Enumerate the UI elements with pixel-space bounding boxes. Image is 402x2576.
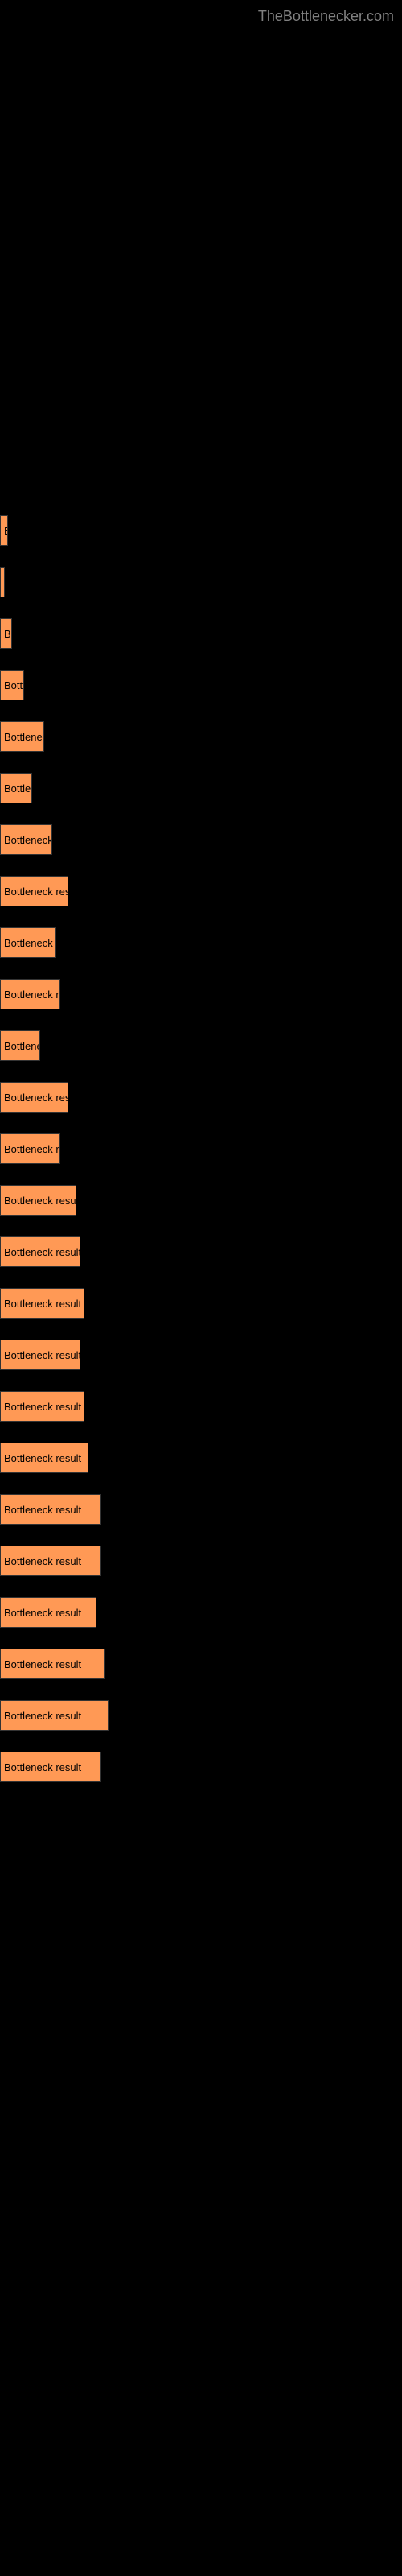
bar <box>0 567 5 597</box>
bar-label: Bottleneck resu <box>4 1092 68 1104</box>
bar-row: Bottleneck <box>0 721 402 752</box>
bar-row: Bottleneck result <box>0 1546 402 1576</box>
bar-row: Bottleneck result <box>0 1391 402 1422</box>
bar-label: Bottleneck result <box>4 1195 76 1207</box>
bar-label: Bottleneck result <box>4 1298 81 1310</box>
bar: Bottleneck result <box>0 1443 88 1473</box>
bar-label: Bottleneck result <box>4 1710 81 1722</box>
bar: Bottleneck r <box>0 927 56 958</box>
bar: B <box>0 618 12 649</box>
bar-row: Bottlen <box>0 773 402 803</box>
bar: Bottleneck result <box>0 1494 100 1525</box>
bar-row: Bottleneck result <box>0 1185 402 1216</box>
bar: Bottlen <box>0 773 32 803</box>
bar-row: Bottleneck result <box>0 1340 402 1370</box>
bar-row: Bottleneck resu <box>0 876 402 906</box>
bar-label: Bottlen <box>4 782 32 795</box>
bar-row: B <box>0 618 402 649</box>
bar-row: Bottleneck r <box>0 824 402 855</box>
bar: Bottleneck result <box>0 1236 80 1267</box>
bar: Bottleneck result <box>0 1546 100 1576</box>
bar: Bottleneck resu <box>0 1082 68 1113</box>
bar-label: Bottleneck re <box>4 1143 60 1155</box>
bar: Bottleneck result <box>0 1700 109 1731</box>
bar-label: Bottleneck result <box>4 1504 81 1516</box>
bar-label: Bottle <box>4 679 24 691</box>
bar: Bottleneck result <box>0 1649 105 1679</box>
bar-label: Bottleneck result <box>4 1401 81 1413</box>
bar-label: Bottleneck r <box>4 834 52 846</box>
bar: Bottleneck <box>0 721 44 752</box>
bar-label: B <box>4 525 8 537</box>
bar-label: Bottleneck result <box>4 1349 80 1361</box>
bar-row: Bottleneck result <box>0 1752 402 1782</box>
bar-row: B <box>0 515 402 546</box>
bar: Bottle <box>0 670 24 700</box>
bar-label: Bottleneck result <box>4 1555 81 1567</box>
bar-label: Bottlenec <box>4 1040 40 1052</box>
bar-row: Bottleneck result <box>0 1236 402 1267</box>
bar: B <box>0 515 8 546</box>
bar-label: Bottleneck result <box>4 1246 80 1258</box>
bar: Bottleneck result <box>0 1391 84 1422</box>
bar: Bottleneck re <box>0 1133 60 1164</box>
bar: Bottleneck re <box>0 979 60 1009</box>
bar-label: Bottleneck result <box>4 1658 81 1670</box>
bar-label: Bottleneck r <box>4 937 56 949</box>
bar-row: Bottleneck result <box>0 1597 402 1628</box>
bar-row: Bottleneck result <box>0 1700 402 1731</box>
bar: Bottleneck result <box>0 1597 96 1628</box>
bar-row: Bottle <box>0 670 402 700</box>
bar: Bottleneck result <box>0 1752 100 1782</box>
bar-row: Bottleneck re <box>0 979 402 1009</box>
bar-row: Bottleneck r <box>0 927 402 958</box>
bar-label: Bottleneck resu <box>4 886 68 898</box>
bar: Bottleneck result <box>0 1185 76 1216</box>
bar-label: Bottleneck <box>4 731 44 743</box>
bar-label: Bottleneck re <box>4 989 60 1001</box>
bar: Bottlenec <box>0 1030 40 1061</box>
bar: Bottleneck result <box>0 1340 80 1370</box>
bar-row: Bottleneck result <box>0 1443 402 1473</box>
bar: Bottleneck r <box>0 824 52 855</box>
bar: Bottleneck resu <box>0 876 68 906</box>
bar-row: Bottleneck result <box>0 1649 402 1679</box>
bar-label: Bottleneck result <box>4 1452 81 1464</box>
bar-row: Bottlenec <box>0 1030 402 1061</box>
bar-chart: B B Bottle Bottleneck Bottlen Bottleneck r Bot… <box>0 0 402 1835</box>
bar-row: Bottleneck re <box>0 1133 402 1164</box>
bar-row: Bottleneck resu <box>0 1082 402 1113</box>
bar-row: Bottleneck result <box>0 1494 402 1525</box>
bar: Bottleneck result <box>0 1288 84 1319</box>
bar-label: Bottleneck result <box>4 1607 81 1619</box>
bar-row: Bottleneck result <box>0 1288 402 1319</box>
bar-label: Bottleneck result <box>4 1761 81 1773</box>
bar-label: B <box>4 628 11 640</box>
bar-row <box>0 567 402 597</box>
